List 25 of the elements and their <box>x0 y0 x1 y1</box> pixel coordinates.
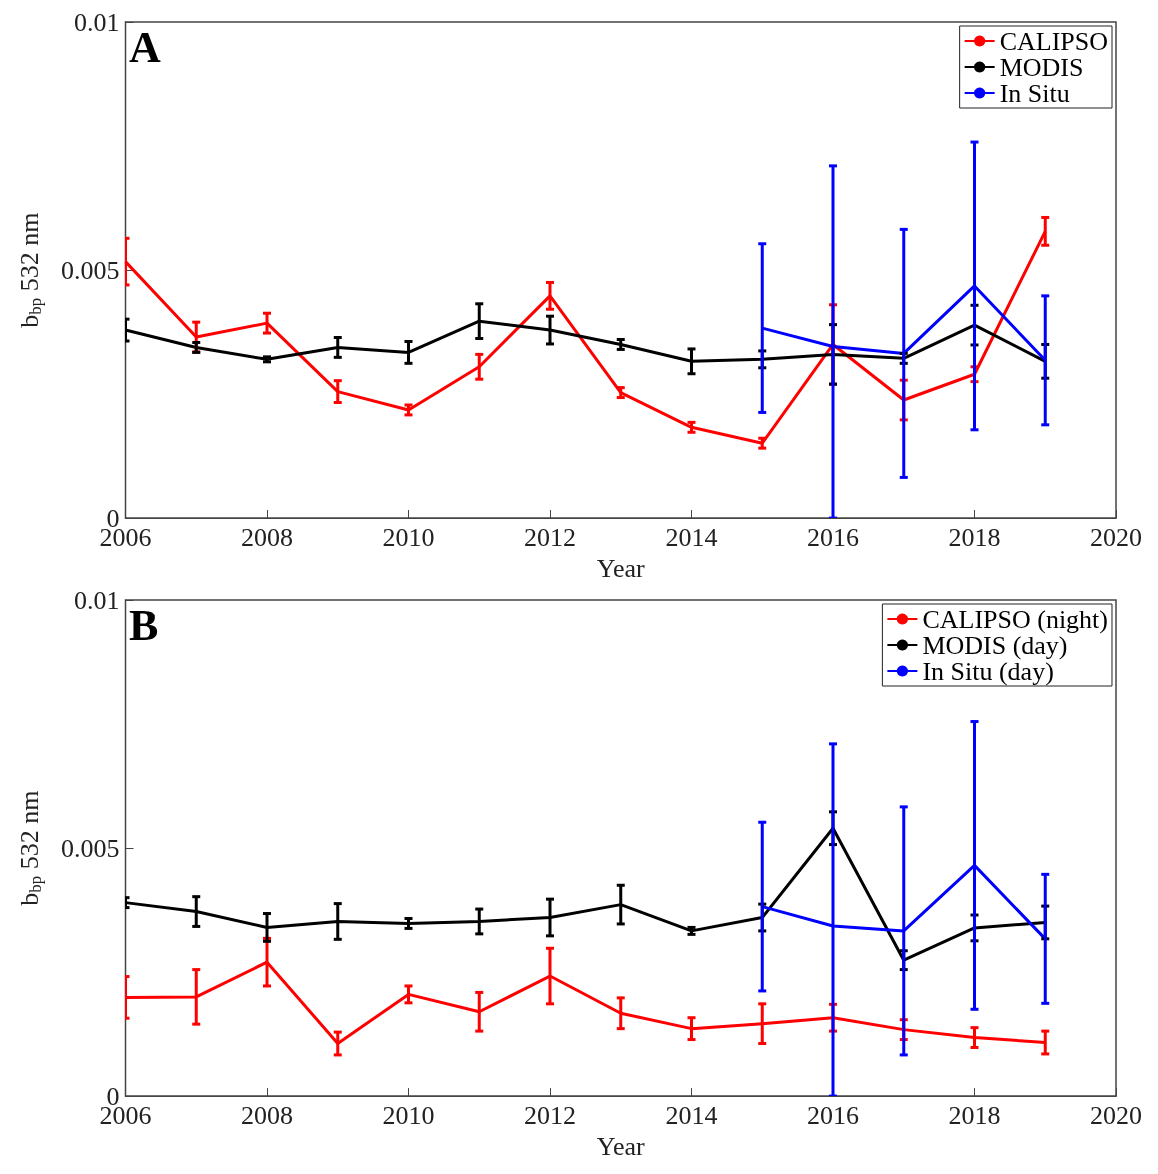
x-tick-label: 2014 <box>665 522 718 552</box>
chart-title: A <box>129 22 161 72</box>
x-tick-label: 2012 <box>524 522 576 552</box>
x-tick-label: 2010 <box>382 1100 435 1130</box>
x-tick-label: 2020 <box>1090 1100 1142 1130</box>
legend-label: CALIPSO (night) <box>922 604 1109 634</box>
x-tick-label: 2008 <box>241 522 293 552</box>
x-axis-title: Year <box>596 1131 646 1161</box>
y-axis-title: bbp 532 nm <box>14 212 45 328</box>
y-tick-label: 0.01 <box>74 7 120 37</box>
x-tick-label: 2020 <box>1090 522 1142 552</box>
x-tick-label: 2014 <box>665 1100 718 1130</box>
x-tick-label: 2012 <box>524 1100 576 1130</box>
y-tick-label: 0.005 <box>61 255 120 285</box>
x-tick-label: 2016 <box>807 1100 859 1130</box>
y-tick-label: 0.01 <box>74 585 120 615</box>
x-axis-title: Year <box>596 553 646 583</box>
x-tick-label: 2018 <box>948 1100 1001 1130</box>
x-tick-label: 2010 <box>382 522 435 552</box>
x-tick-label: 2008 <box>241 1100 293 1130</box>
x-tick-label: 2018 <box>948 522 1001 552</box>
y-tick-label: 0.005 <box>61 833 120 863</box>
chart-title: B <box>129 600 159 650</box>
y-axis-title: bbp 532 nm <box>14 790 45 906</box>
x-tick-label: 2016 <box>807 522 859 552</box>
